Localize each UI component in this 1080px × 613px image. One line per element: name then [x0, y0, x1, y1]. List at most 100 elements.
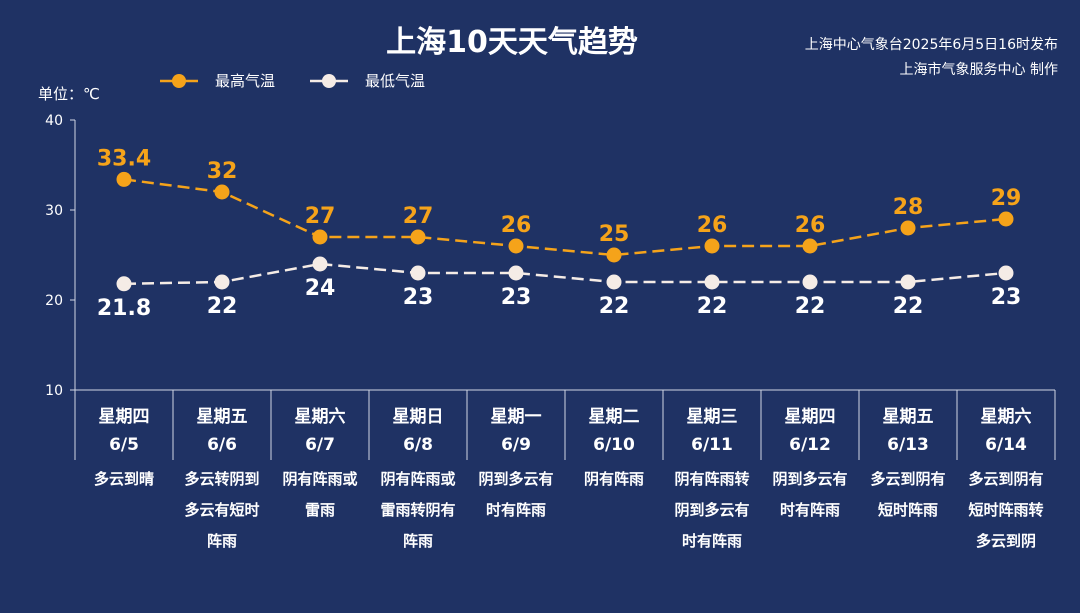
weather-desc: 阴到多云有	[478, 470, 553, 488]
low-temp-point	[900, 274, 916, 290]
date-label: 6/6	[207, 435, 237, 455]
date-label: 6/10	[593, 435, 635, 455]
legend-high-label: 最高气温	[215, 72, 275, 90]
weekday-label: 星期五	[883, 407, 934, 427]
high-temp-line	[123, 178, 1007, 257]
high-temp-label: 33.4	[97, 146, 151, 171]
weekday-label: 星期五	[197, 407, 248, 427]
low-temp-label: 22	[893, 294, 924, 319]
low-temp-point	[116, 276, 132, 292]
weekday-label: 星期二	[589, 407, 640, 427]
high-temp-label: 26	[697, 213, 728, 238]
source-line-1: 上海中心气象台2025年6月5日16时发布	[805, 37, 1058, 53]
low-temp-label: 24	[305, 276, 336, 301]
low-temp-label: 22	[599, 294, 630, 319]
date-label: 6/12	[789, 435, 831, 455]
weather-desc: 多云到阴有	[968, 470, 1043, 488]
weekday-label: 星期四	[99, 407, 150, 427]
weather-desc: 时有阵雨	[486, 501, 546, 519]
low-temp-label: 22	[697, 294, 728, 319]
weekday-label: 星期三	[687, 407, 738, 427]
weekday-label: 星期一	[491, 407, 542, 427]
date-label: 6/5	[109, 435, 139, 455]
weather-desc: 多云到晴	[94, 470, 154, 488]
weather-desc: 阴有阵雨或	[380, 470, 455, 488]
high-temp-point	[900, 220, 916, 236]
weather-desc: 多云转阴到	[184, 470, 259, 488]
high-temp-point	[998, 211, 1014, 227]
low-temp-point	[704, 274, 720, 290]
high-temp-label: 25	[599, 222, 630, 247]
unit-label: 单位：℃	[38, 85, 100, 103]
weather-desc: 阴有阵雨或	[282, 470, 357, 488]
date-label: 6/7	[305, 435, 335, 455]
weather-desc: 短时阵雨转	[968, 501, 1043, 519]
high-temp-label: 26	[795, 213, 826, 238]
y-tick-label: 40	[45, 113, 63, 129]
weekday-label: 星期四	[785, 407, 836, 427]
high-temp-point	[116, 171, 132, 187]
date-label: 6/13	[887, 435, 929, 455]
weather-desc: 多云到阴有	[870, 470, 945, 488]
legend-high-marker	[172, 74, 186, 88]
source-line-2: 上海市气象服务中心 制作	[900, 61, 1058, 78]
legend-low-marker	[322, 74, 336, 88]
high-temp-label: 27	[403, 204, 434, 229]
high-temp-label: 27	[305, 204, 336, 229]
high-temp-point	[606, 247, 622, 263]
low-temp-point	[312, 256, 328, 272]
weather-desc: 雷雨转阴有	[380, 501, 455, 519]
weather-desc: 雷雨	[305, 501, 335, 519]
weather-desc: 阴有阵雨	[584, 470, 644, 488]
weekday-label: 星期日	[393, 407, 444, 427]
low-temp-label: 23	[501, 285, 532, 310]
high-temp-label: 28	[893, 195, 924, 220]
weekday-label: 星期六	[295, 406, 346, 427]
high-temp-label: 32	[207, 159, 238, 184]
y-tick-label: 20	[45, 293, 63, 309]
axes: 10 20 30 40	[45, 113, 1056, 460]
low-temp-label: 23	[403, 285, 434, 310]
y-tick-label: 30	[45, 203, 63, 219]
date-label: 6/11	[691, 435, 733, 455]
series-group: 33.4 32 27 27 26 25 26 26 28 29 21.8 22 24 23 23 22 22 22…	[97, 146, 1021, 320]
low-temp-point	[802, 274, 818, 290]
date-label: 6/8	[403, 435, 433, 455]
weather-desc: 短时阵雨	[878, 501, 938, 519]
low-temp-point	[214, 274, 230, 290]
weather-desc: 阴到多云有	[772, 470, 847, 488]
high-temp-label: 26	[501, 213, 532, 238]
y-tick-label: 10	[45, 383, 63, 399]
high-temp-point	[704, 238, 720, 254]
low-temp-label: 22	[795, 294, 826, 319]
low-temp-label: 23	[991, 285, 1022, 310]
high-temp-point	[802, 238, 818, 254]
low-temp-label: 22	[207, 294, 238, 319]
weather-desc: 阴有阵雨转	[674, 470, 749, 488]
low-temp-point	[508, 265, 524, 281]
legend: 最高气温 最低气温	[160, 72, 425, 90]
weather-desc: 多云到阴	[976, 532, 1036, 550]
high-temp-point	[508, 238, 524, 254]
date-label: 6/9	[501, 435, 531, 455]
weather-desc: 多云有短时	[184, 501, 259, 519]
high-temp-label: 29	[991, 186, 1022, 211]
chart-title: 上海10天天气趋势	[386, 25, 638, 60]
low-temp-point	[606, 274, 622, 290]
low-temp-point	[998, 265, 1014, 281]
weather-desc: 时有阵雨	[682, 532, 742, 550]
date-label: 6/14	[985, 435, 1027, 455]
low-temp-point	[410, 265, 426, 281]
weather-desc: 时有阵雨	[780, 501, 840, 519]
weekday-label: 星期六	[981, 406, 1032, 427]
high-temp-point	[214, 184, 230, 200]
low-temp-label: 21.8	[97, 296, 151, 321]
legend-low-label: 最低气温	[365, 72, 425, 90]
high-temp-point	[410, 229, 426, 245]
weather-desc: 阴到多云有	[674, 501, 749, 519]
weather-desc: 阵雨	[403, 532, 433, 550]
low-temp-line	[123, 262, 1007, 286]
high-temp-point	[312, 229, 328, 245]
